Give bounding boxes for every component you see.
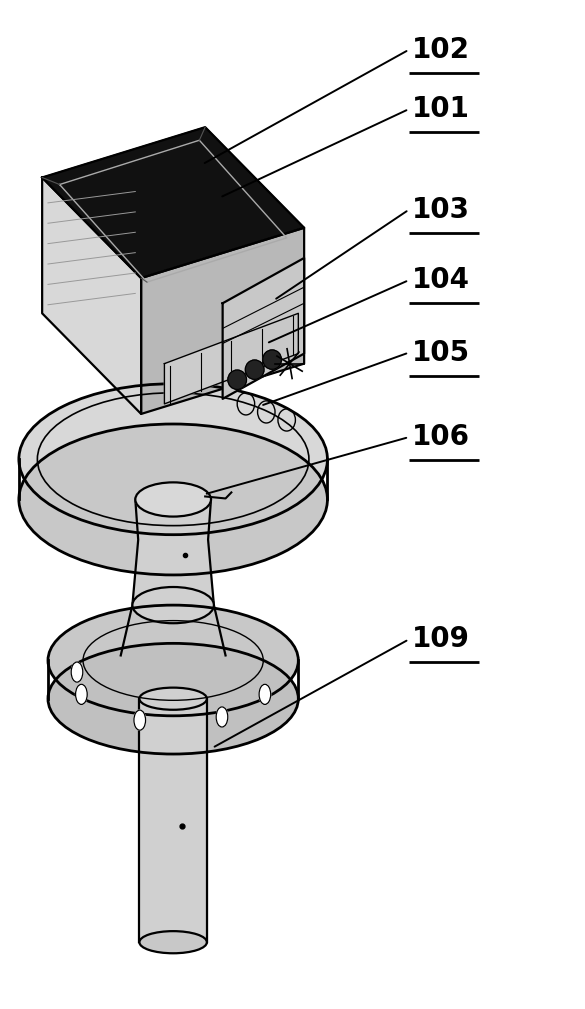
Circle shape [71,662,83,682]
Ellipse shape [245,360,264,379]
Ellipse shape [139,687,207,709]
Circle shape [216,707,228,727]
Text: 104: 104 [412,266,470,294]
Circle shape [134,710,146,731]
Text: 109: 109 [412,626,470,654]
Ellipse shape [48,644,298,754]
Polygon shape [164,314,298,404]
Polygon shape [223,258,304,399]
Polygon shape [139,698,207,942]
Ellipse shape [132,587,214,624]
Text: 103: 103 [412,196,470,224]
Polygon shape [141,228,304,414]
Ellipse shape [19,383,328,535]
Ellipse shape [263,350,281,369]
Ellipse shape [135,482,211,517]
Ellipse shape [48,605,298,715]
Polygon shape [121,499,226,656]
Text: 101: 101 [412,95,470,123]
Text: 105: 105 [412,339,470,366]
Ellipse shape [19,424,328,575]
Ellipse shape [228,370,246,389]
Polygon shape [42,178,141,414]
Ellipse shape [139,931,207,954]
Polygon shape [42,127,304,278]
Text: 106: 106 [412,423,470,451]
Text: 102: 102 [412,35,470,64]
Circle shape [259,684,271,704]
Circle shape [75,684,87,704]
